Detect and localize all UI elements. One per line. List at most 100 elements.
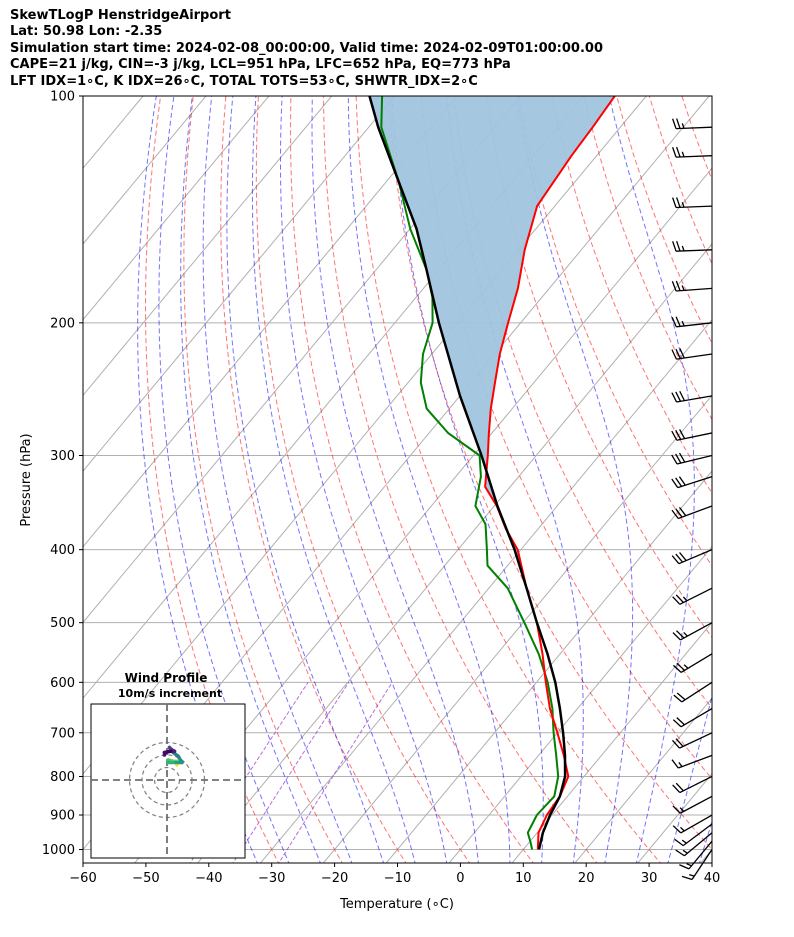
- isotherm-line: [762, 96, 794, 865]
- barb-staff: [676, 155, 713, 158]
- wind-barb: [672, 775, 713, 794]
- barb-flag: [676, 240, 681, 252]
- barb-flag: [676, 197, 681, 208]
- barb-flag: [676, 717, 685, 726]
- barb-staff: [678, 505, 713, 520]
- barb-flag: [672, 805, 681, 814]
- barb-flag: [671, 349, 677, 360]
- cape-line: CAPE=21 j/kg, CIN=-3 j/kg, LCL=951 hPa, …: [10, 57, 511, 73]
- isotherm-line: [83, 96, 270, 321]
- inset-subtitle: 10m/s increment: [118, 687, 222, 700]
- dry-adiabat-line: [715, 96, 794, 866]
- barb-half-flag: [689, 873, 695, 877]
- y-tick-label: 700: [50, 726, 75, 741]
- barb-staff: [676, 287, 713, 292]
- barb-staff: [679, 587, 713, 605]
- x-tick-label: 40: [704, 871, 721, 886]
- barb-staff: [676, 353, 713, 360]
- x-tick-label: −50: [132, 871, 159, 886]
- moist-adiabat-line: [311, 96, 479, 863]
- moist-adiabat-line: [202, 96, 353, 863]
- barb-staff: [691, 849, 713, 880]
- barb-flag: [672, 632, 681, 641]
- barb-staff: [676, 432, 713, 441]
- indices-line: LFT IDX=1∘C, K IDX=26∘C, TOTAL TOTS=53∘C…: [10, 73, 478, 89]
- chart-header: SkewTLogP HenstridgeAirport Lat: 50.98 L…: [10, 8, 603, 90]
- barb-flag: [672, 118, 677, 129]
- location-line: Lat: 50.98 Lon: -2.35: [10, 24, 163, 40]
- barb-half-flag: [686, 863, 692, 867]
- mixing-ratio-line: [278, 682, 393, 863]
- wind-barb: [671, 390, 713, 403]
- barb-flag: [671, 509, 679, 519]
- barb-staff: [679, 795, 713, 814]
- barb-staff: [676, 205, 713, 209]
- barb-staff: [683, 832, 713, 857]
- barb-half-flag: [682, 849, 688, 854]
- wind-barb: [674, 823, 713, 847]
- wind-barb: [672, 814, 713, 834]
- barb-flag: [676, 662, 685, 671]
- barb-flag: [675, 391, 682, 402]
- barb-staff: [676, 322, 713, 328]
- barb-staff: [680, 814, 713, 834]
- mixing-ratio-lines: [189, 682, 393, 863]
- barb-flag: [675, 553, 684, 563]
- barb-staff: [680, 707, 713, 728]
- barb-flag: [675, 316, 681, 327]
- dry-adiabat-line: [388, 96, 712, 851]
- time-line: Simulation start time: 2024-02-08_00:00:…: [10, 40, 603, 56]
- dry-adiabat-line: [355, 96, 662, 863]
- moist-adiabat-line: [251, 96, 416, 863]
- cape-area: [369, 96, 615, 623]
- barb-half-flag: [681, 202, 685, 208]
- barb-staff: [676, 126, 713, 130]
- isotherm-line: [83, 96, 207, 245]
- barb-flag: [681, 875, 693, 881]
- barb-flag: [679, 348, 685, 359]
- wind-barb: [671, 476, 713, 489]
- barb-flag: [675, 429, 682, 440]
- y-axis: 100 200 300 400 500 600 700 800 900 1000: [42, 90, 83, 858]
- barb-half-flag: [683, 631, 688, 637]
- barb-half-flag: [679, 826, 685, 832]
- barb-flag: [675, 477, 683, 487]
- inset-frame: [90, 703, 246, 859]
- dry-adiabat-line: [289, 96, 534, 863]
- isotherm-line: [83, 96, 458, 548]
- barb-flag: [678, 452, 686, 463]
- x-tick-label: 20: [578, 871, 595, 886]
- barb-flag: [671, 430, 678, 441]
- x-tick-label: 10: [515, 871, 532, 886]
- wind-barb: [671, 732, 713, 749]
- wind-barb: [671, 754, 713, 769]
- cape-fill: [369, 96, 615, 623]
- barb-flag: [672, 241, 677, 252]
- barb-flag: [679, 552, 687, 561]
- y-tick-label: 900: [50, 809, 75, 824]
- moist-adiabat-line: [698, 819, 712, 863]
- wind-barb: [672, 146, 713, 158]
- barb-flag: [671, 555, 680, 565]
- barb-half-flag: [681, 285, 685, 291]
- wind-barb: [672, 622, 713, 641]
- barb-staff: [682, 823, 713, 847]
- barb-half-flag: [681, 839, 687, 844]
- barb-flag: [679, 390, 685, 401]
- isotherm-line: [83, 96, 396, 472]
- barb-flag: [672, 784, 681, 794]
- wind-barb: [671, 452, 713, 465]
- wind-barb: [671, 429, 713, 441]
- barb-flag: [672, 596, 681, 605]
- barb-flag: [672, 197, 677, 208]
- wind-barb: [671, 280, 713, 292]
- barb-staff: [681, 681, 713, 703]
- y-tick-label: 400: [50, 543, 75, 558]
- isotherm-line: [0, 96, 80, 865]
- profiles: [368, 96, 616, 850]
- dry-adiabat-line: [780, 96, 794, 866]
- dry-adiabat-line: [144, 96, 280, 863]
- barb-flag: [672, 825, 682, 834]
- barb-flag: [672, 719, 682, 728]
